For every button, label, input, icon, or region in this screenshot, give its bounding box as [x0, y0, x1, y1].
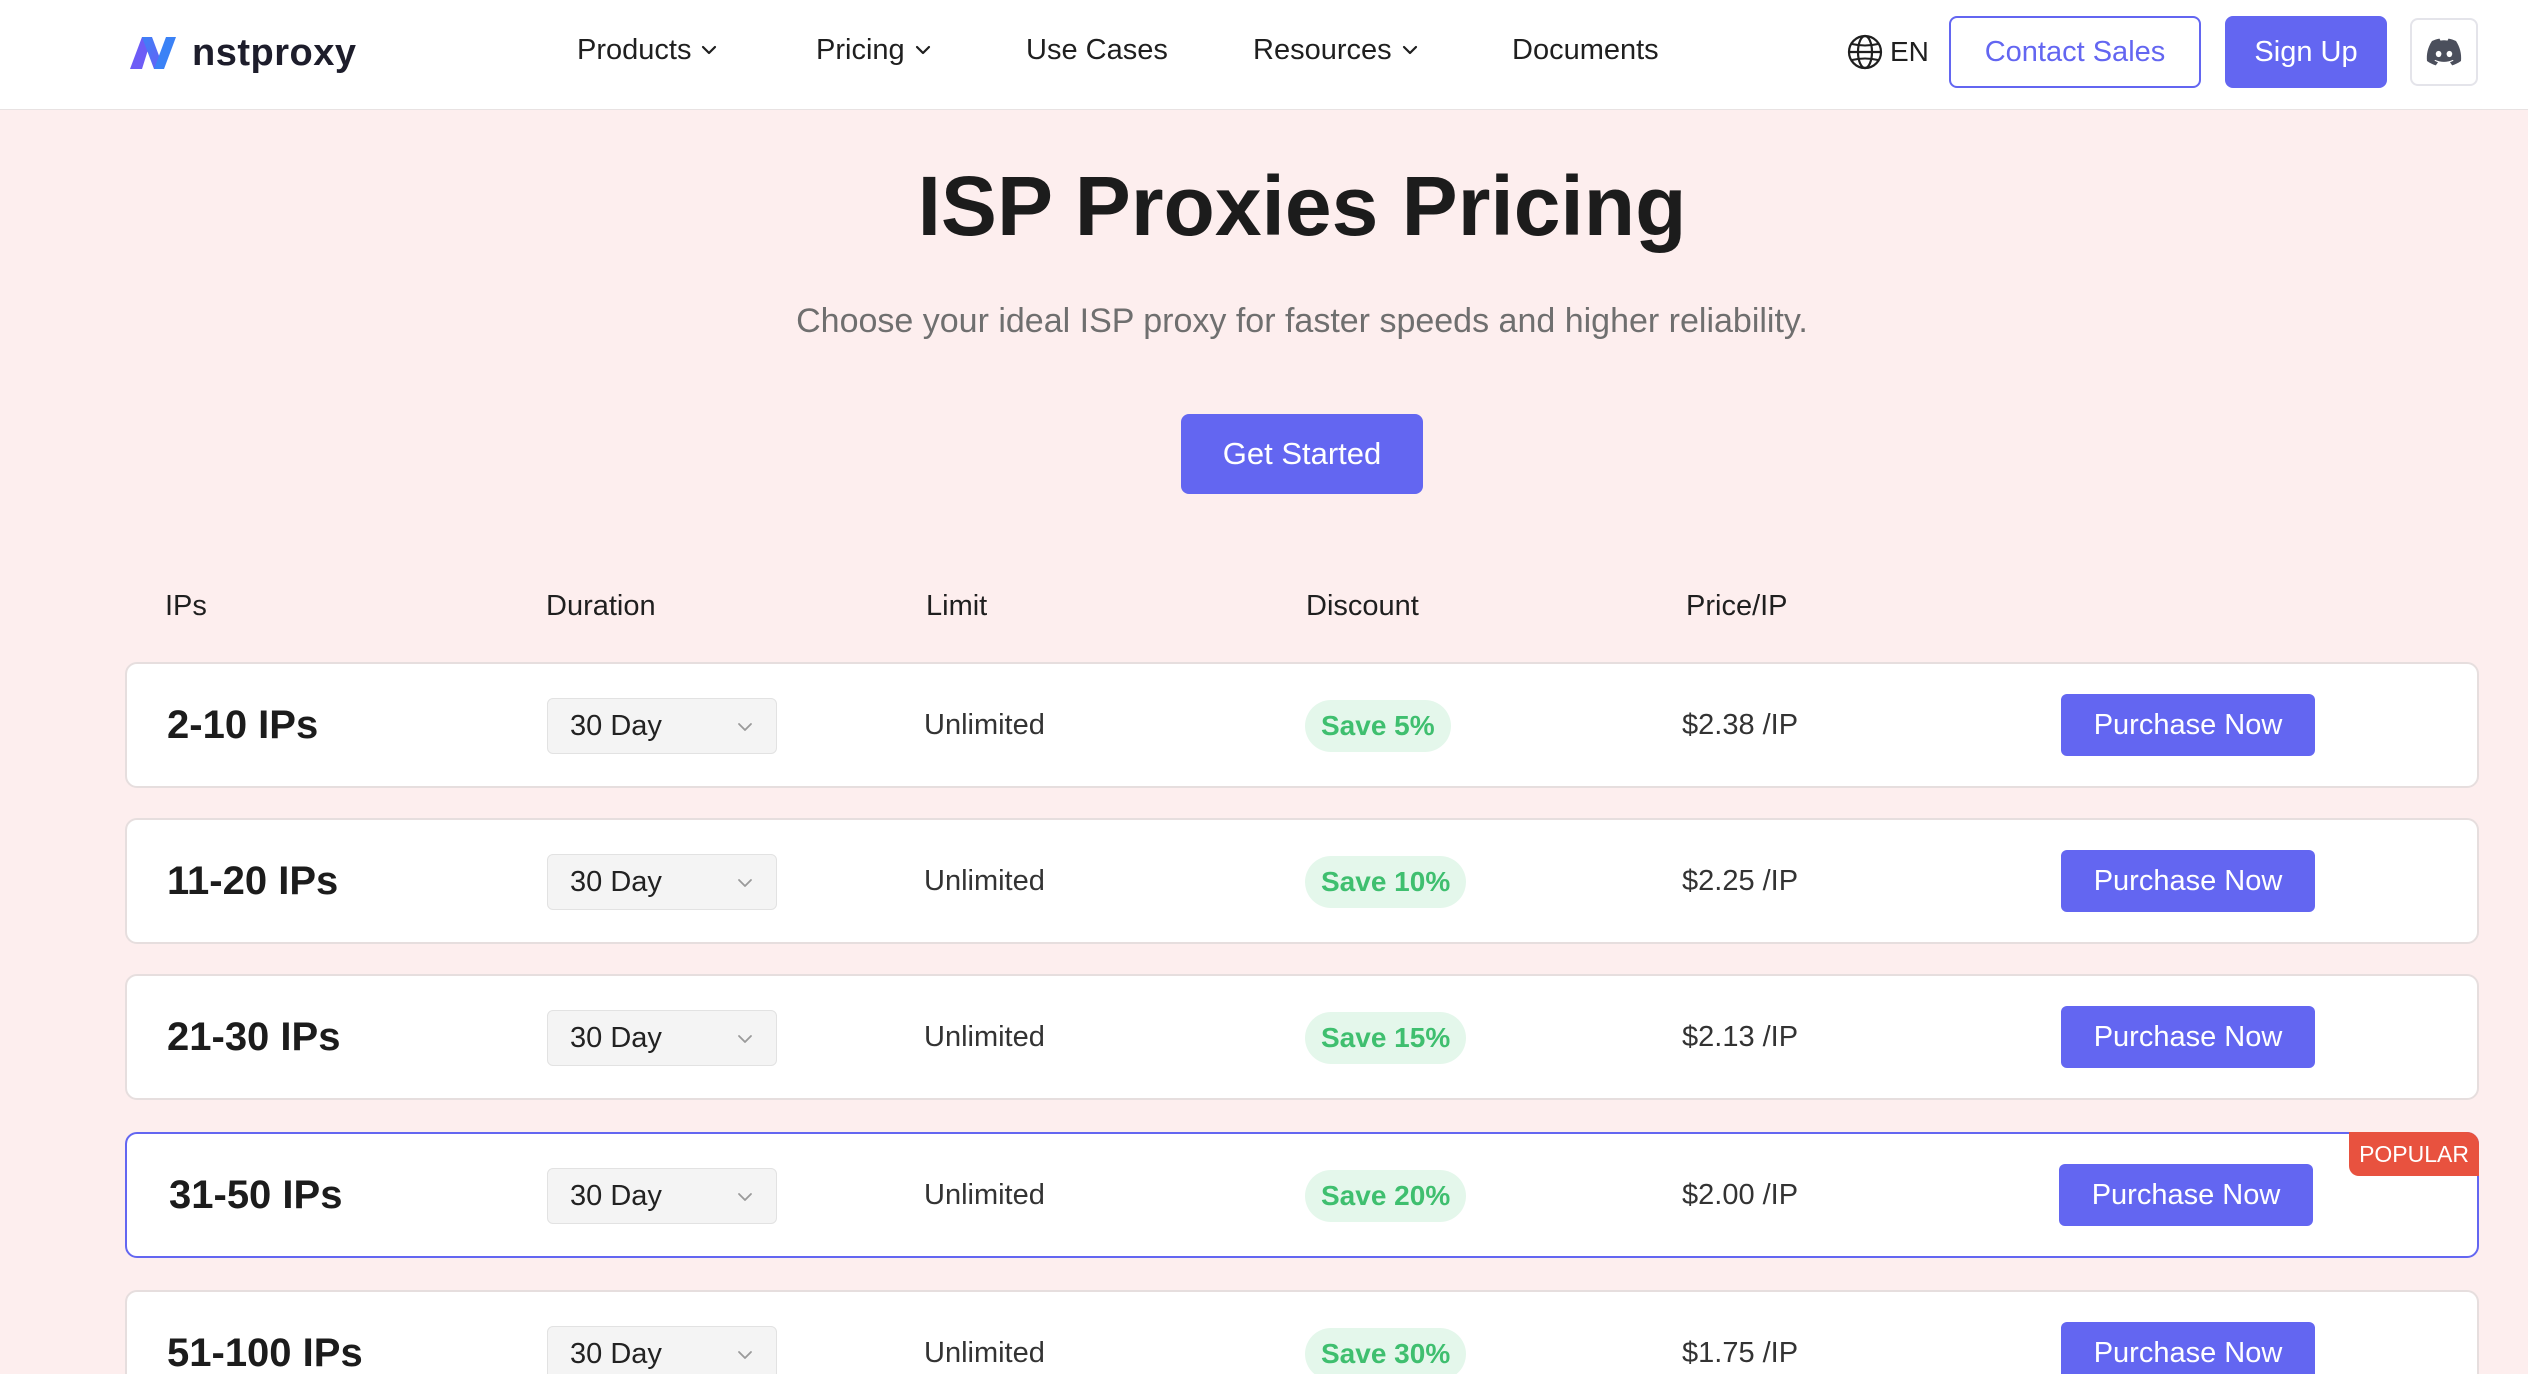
column-header-price: Price/IP — [1686, 590, 1788, 622]
chevron-down-icon — [738, 1351, 752, 1359]
nav-use-cases[interactable]: Use Cases — [1026, 28, 1168, 72]
price-per-ip: $2.00 /IP — [1682, 1178, 1799, 1211]
chevron-down-icon — [738, 1193, 752, 1201]
pricing-row: 21-30 IPs 30 Day Unlimited Save 15% $2.1… — [125, 974, 2479, 1100]
discord-button[interactable] — [2410, 18, 2478, 86]
page-subtitle: Choose your ideal ISP proxy for faster s… — [796, 302, 1808, 340]
nav-resources-label: Resources — [1253, 33, 1392, 66]
limit-value: Unlimited — [924, 1020, 1045, 1053]
ip-range: 21-30 IPs — [167, 1014, 341, 1059]
price-per-ip: $2.25 /IP — [1682, 864, 1799, 897]
chevron-down-icon — [702, 45, 717, 55]
discount-badge: Save 15% — [1305, 1012, 1467, 1064]
globe-icon — [1847, 34, 1883, 70]
duration-value: 30 Day — [570, 1179, 662, 1212]
column-header-limit: Limit — [926, 590, 988, 622]
price-per-ip: $2.13 /IP — [1682, 1020, 1799, 1053]
popular-badge: POPULAR — [2349, 1132, 2479, 1176]
duration-select[interactable]: 30 Day — [547, 1010, 777, 1066]
duration-select[interactable]: 30 Day — [547, 854, 777, 910]
language-selector[interactable]: EN — [1846, 30, 1929, 74]
duration-value: 30 Day — [570, 1021, 662, 1054]
discount-badge: Save 20% — [1305, 1170, 1467, 1222]
nav-pricing[interactable]: Pricing — [816, 28, 933, 72]
duration-value: 30 Day — [570, 1337, 662, 1370]
price-per-ip: $2.38 /IP — [1682, 708, 1799, 741]
duration-select[interactable]: 30 Day — [547, 1326, 777, 1374]
purchase-now-button[interactable]: Purchase Now — [2061, 694, 2315, 756]
nav-documents[interactable]: Documents — [1512, 28, 1659, 72]
chevron-down-icon — [1402, 45, 1417, 55]
chevron-down-icon — [915, 45, 930, 55]
chevron-down-icon — [738, 723, 752, 731]
price-per-ip: $1.75 /IP — [1682, 1336, 1799, 1369]
sign-up-button[interactable]: Sign Up — [2225, 16, 2387, 88]
nav-documents-label: Documents — [1512, 33, 1659, 66]
nav-products[interactable]: Products — [577, 28, 719, 72]
duration-select[interactable]: 30 Day — [547, 698, 777, 754]
page-title: ISP Proxies Pricing — [917, 159, 1687, 253]
ip-range: 31-50 IPs — [169, 1172, 343, 1217]
ip-range: 11-20 IPs — [167, 858, 339, 903]
pricing-row: 11-20 IPs 30 Day Unlimited Save 10% $2.2… — [125, 818, 2479, 944]
limit-value: Unlimited — [924, 708, 1045, 741]
pricing-row: 2-10 IPs 30 Day Unlimited Save 5% $2.38 … — [125, 662, 2479, 788]
ip-range: 51-100 IPs — [167, 1330, 363, 1374]
top-navbar: nstproxy Products Pricing Use Cases Reso… — [0, 0, 2528, 110]
ip-range: 2-10 IPs — [167, 702, 319, 747]
chevron-down-icon — [738, 1035, 752, 1043]
nav-resources[interactable]: Resources — [1253, 28, 1420, 72]
chevron-down-icon — [738, 879, 752, 887]
language-label: EN — [1890, 36, 1929, 67]
nav-products-label: Products — [577, 33, 692, 66]
purchase-now-button[interactable]: Purchase Now — [2061, 850, 2315, 912]
purchase-now-button[interactable]: Purchase Now — [2061, 1006, 2315, 1068]
column-header-discount: Discount — [1306, 590, 1419, 622]
column-header-ips: IPs — [165, 590, 207, 622]
limit-value: Unlimited — [924, 1336, 1045, 1369]
nav-pricing-label: Pricing — [816, 33, 905, 66]
duration-value: 30 Day — [570, 709, 662, 742]
get-started-button[interactable]: Get Started — [1181, 414, 1423, 494]
brand-logo[interactable]: nstproxy — [128, 30, 356, 76]
nstproxy-logo-icon — [130, 37, 176, 69]
pricing-row-popular: 31-50 IPs 30 Day Unlimited Save 20% $2.0… — [125, 1132, 2479, 1258]
discount-badge: Save 5% — [1305, 700, 1451, 752]
discord-icon — [2426, 38, 2462, 66]
limit-value: Unlimited — [924, 864, 1045, 897]
limit-value: Unlimited — [924, 1178, 1045, 1211]
duration-select[interactable]: 30 Day — [547, 1168, 777, 1224]
pricing-row: 51-100 IPs 30 Day Unlimited Save 30% $1.… — [125, 1290, 2479, 1374]
logo-text: nstproxy — [192, 31, 357, 74]
purchase-now-button[interactable]: Purchase Now — [2059, 1164, 2313, 1226]
purchase-now-button[interactable]: Purchase Now — [2061, 1322, 2315, 1374]
discount-badge: Save 30% — [1305, 1328, 1467, 1374]
column-header-duration: Duration — [546, 590, 656, 622]
contact-sales-button[interactable]: Contact Sales — [1949, 16, 2201, 88]
duration-value: 30 Day — [570, 865, 662, 898]
nav-use-cases-label: Use Cases — [1026, 33, 1168, 66]
discount-badge: Save 10% — [1305, 856, 1467, 908]
